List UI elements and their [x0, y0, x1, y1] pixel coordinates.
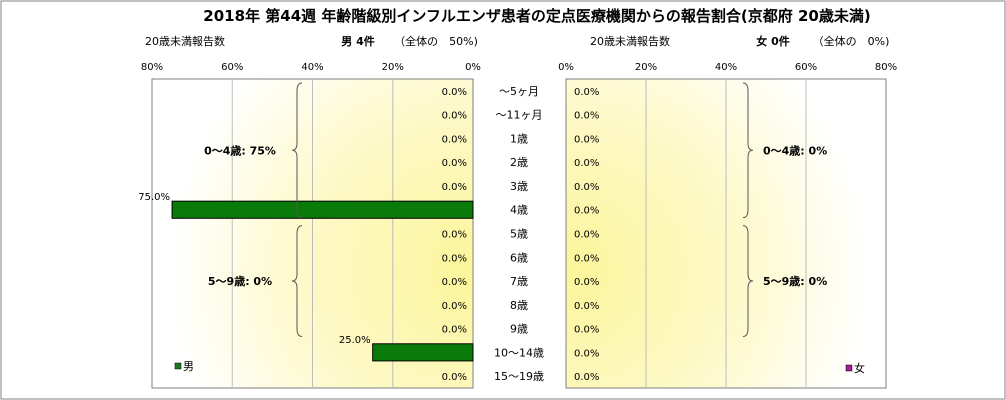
panel-share: （全体の 0%) [813, 34, 890, 48]
value-label: 0.0% [574, 301, 599, 312]
value-label: 0.0% [574, 230, 599, 241]
value-label: 0.0% [574, 111, 599, 122]
age-label: 8歳 [510, 299, 528, 312]
tick-label: 80% [875, 62, 897, 73]
value-label: 0.0% [442, 372, 467, 383]
group-brace [742, 82, 754, 219]
legend-label: 男 [183, 360, 194, 373]
value-label: 0.0% [574, 253, 599, 264]
bar [372, 343, 474, 362]
age-label: 1歳 [510, 132, 528, 145]
value-label: 0.0% [574, 206, 599, 217]
value-label: 0.0% [442, 87, 467, 98]
tick-label: 60% [221, 62, 243, 73]
panel-share: （全体の 50%) [394, 34, 478, 48]
tick-label: 40% [715, 62, 737, 73]
value-label: 0.0% [574, 134, 599, 145]
legend-swatch [174, 362, 182, 370]
bar [171, 200, 474, 219]
group-label: 5～9歳: 0% [763, 274, 827, 288]
group-brace [291, 82, 303, 219]
group-brace [291, 225, 303, 337]
group-brace [742, 225, 754, 337]
value-label: 0.0% [574, 348, 599, 359]
value-label: 0.0% [574, 325, 599, 336]
tick-label: 20% [635, 62, 657, 73]
axis-label: 20歳未満報告数 [590, 35, 670, 48]
value-label: 0.0% [442, 182, 467, 193]
age-label: ～5ヶ月 [499, 85, 539, 98]
value-label: 25.0% [339, 335, 371, 346]
tick-label: 40% [301, 62, 323, 73]
value-label: 0.0% [574, 277, 599, 288]
value-label: 0.0% [442, 277, 467, 288]
panel-header: 女 0件 [756, 34, 789, 48]
value-label: 0.0% [442, 158, 467, 169]
age-label: 9歳 [510, 323, 528, 336]
tick-label: 20% [382, 62, 404, 73]
value-label: 0.0% [574, 372, 599, 383]
value-label: 75.0% [138, 192, 170, 203]
value-label: 0.0% [442, 230, 467, 241]
value-label: 0.0% [442, 134, 467, 145]
value-label: 0.0% [574, 158, 599, 169]
value-label: 0.0% [574, 87, 599, 98]
value-label: 0.0% [442, 111, 467, 122]
age-label: 6歳 [510, 251, 528, 264]
age-label: 10～14歳 [494, 346, 544, 359]
panel-header: 男 4件 [341, 34, 374, 48]
value-label: 0.0% [442, 301, 467, 312]
age-label: 2歳 [510, 156, 528, 169]
chart-title: 2018年 第44週 年齢階級別インフルエンザ患者の定点医療機関からの報告割合(… [203, 7, 870, 25]
group-label: 5～9歳: 0% [208, 274, 272, 288]
tick-label: 0% [558, 62, 574, 73]
age-label: 4歳 [510, 204, 528, 217]
legend-label: 女 [854, 361, 865, 375]
tick-label: 60% [795, 62, 817, 73]
tick-label: 80% [141, 62, 163, 73]
value-label: 0.0% [442, 253, 467, 264]
age-label: 15～19歳 [494, 370, 544, 383]
age-label: 7歳 [510, 275, 528, 288]
group-label: 0～4歳: 75% [204, 143, 276, 157]
age-label: 5歳 [510, 228, 528, 241]
age-label: 3歳 [510, 180, 528, 193]
axis-label: 20歳未満報告数 [145, 35, 225, 48]
value-label: 0.0% [442, 325, 467, 336]
legend-swatch [845, 364, 853, 372]
value-label: 0.0% [574, 182, 599, 193]
tick-label: 0% [465, 62, 481, 73]
age-label: ～11ヶ月 [496, 109, 543, 122]
group-label: 0～4歳: 0% [763, 143, 827, 157]
